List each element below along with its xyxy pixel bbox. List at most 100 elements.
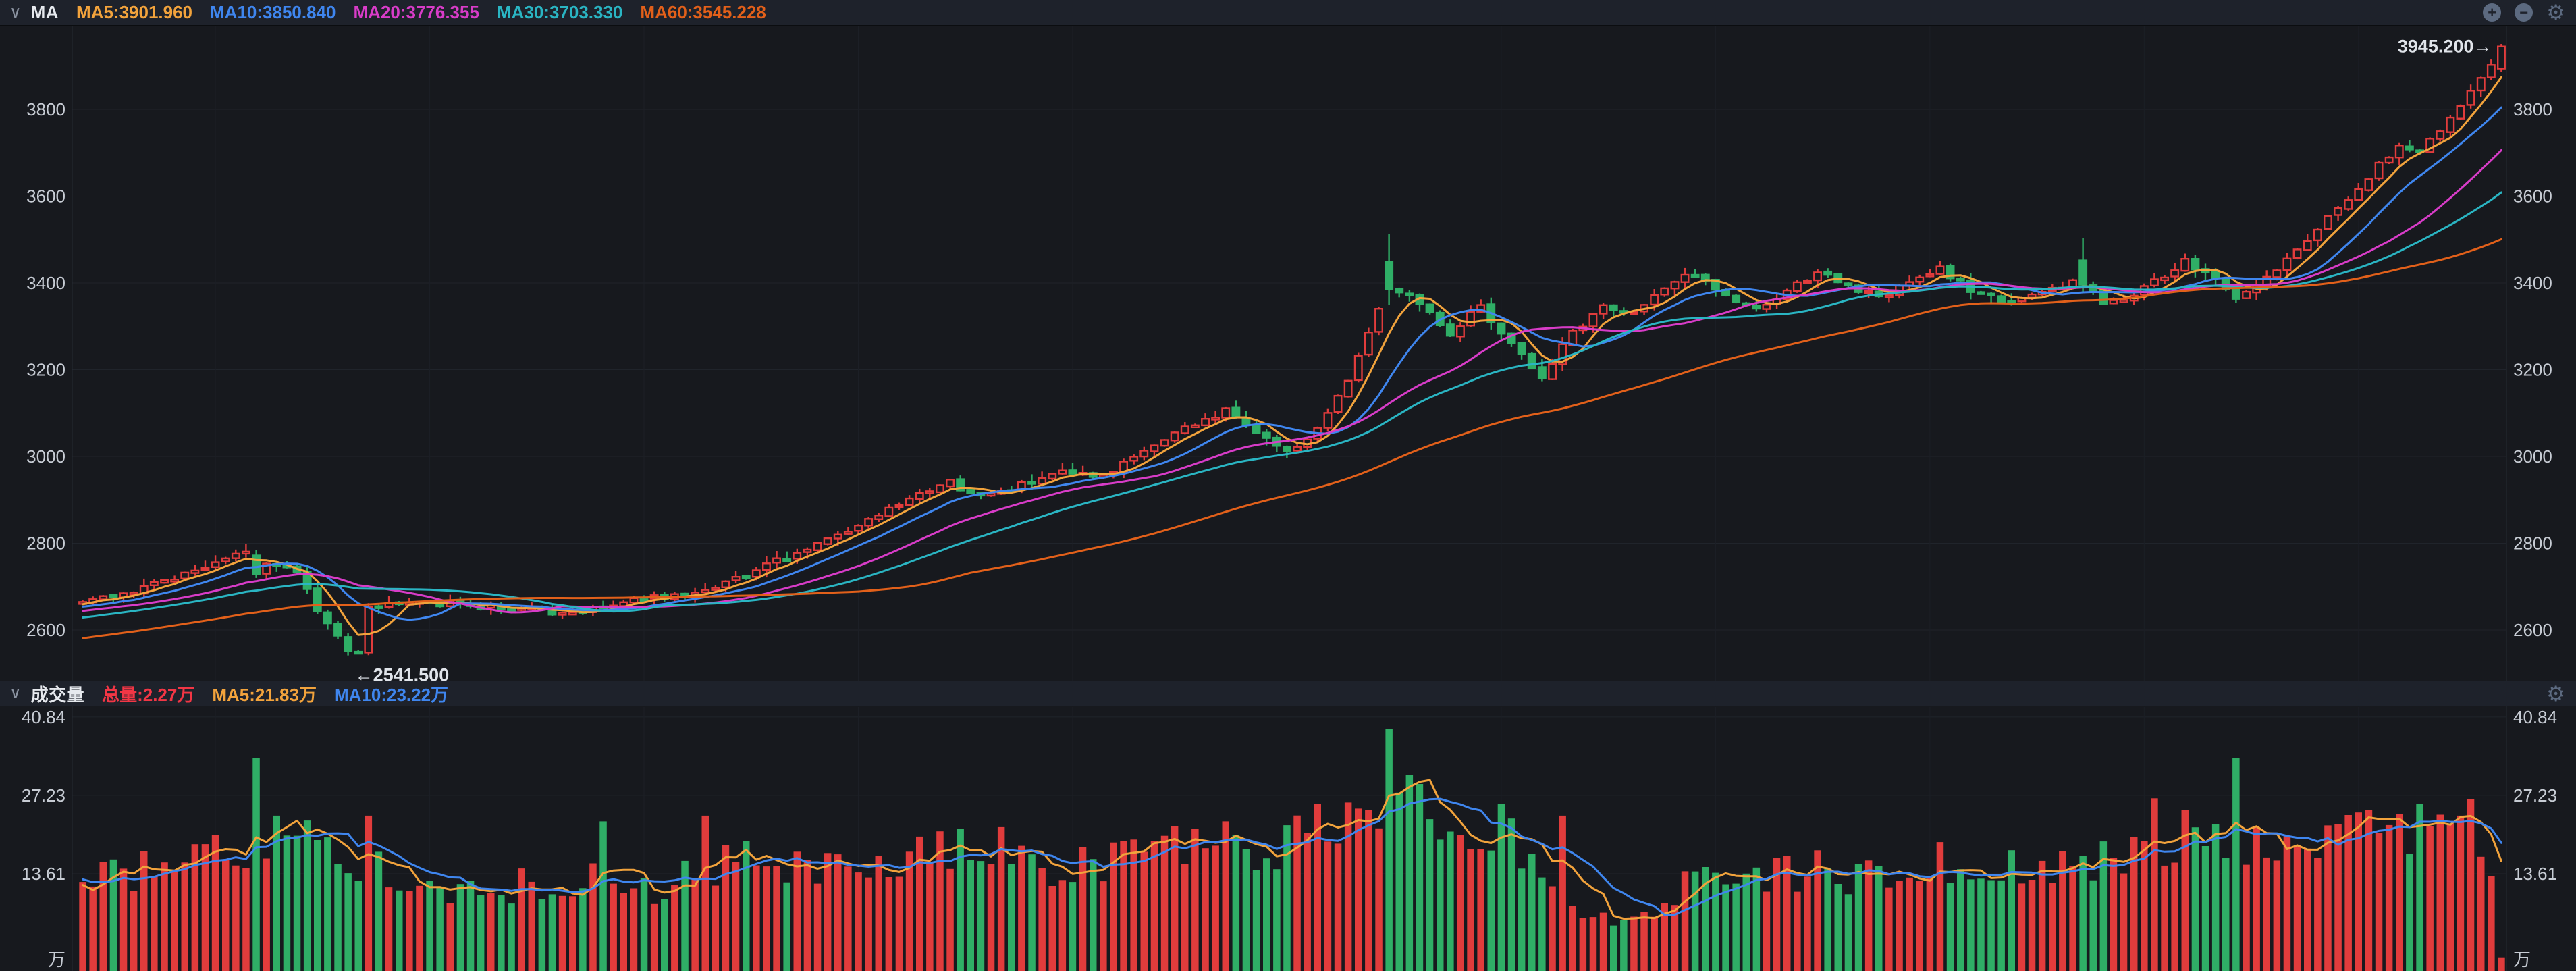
volume-bar: [1395, 792, 1403, 971]
volume-pane-plot-area[interactable]: [72, 707, 2506, 971]
volume-bar: [926, 862, 934, 971]
ma-lines-layer: [82, 76, 2502, 639]
volume-bar: [1018, 845, 1025, 971]
price-axis-tick: 3600: [26, 186, 65, 207]
volume-bar: [916, 836, 923, 971]
volume-bar: [508, 903, 515, 971]
volume-bar: [1385, 729, 1393, 971]
volume-bar: [2089, 880, 2097, 971]
indicator-title[interactable]: MA: [30, 2, 59, 22]
ma60-line: [82, 238, 2502, 639]
volume-bar: [630, 888, 638, 971]
candle-up: [1211, 417, 1220, 421]
price-axis-tick: 2800: [2513, 533, 2552, 554]
volume-bar: [191, 844, 199, 971]
volume-bar: [1712, 872, 1719, 971]
settings-gear-icon[interactable]: ⚙: [2546, 1, 2565, 24]
volume-bar: [2079, 856, 2087, 971]
volume-bar: [2028, 880, 2036, 971]
volume-bar: [2426, 826, 2434, 971]
volume-bar: [824, 853, 832, 971]
candle-up: [1884, 294, 1894, 298]
price-axis-left-scale[interactable]: 3800 3600 3400 3200 3000 2800 2600: [26, 99, 65, 640]
volume-bar: [967, 860, 974, 971]
price-axis-right-scale[interactable]: 3800 3600 3400 3200 3000 2800 2600: [2513, 99, 2552, 640]
volume-bar: [222, 860, 230, 971]
volume-bar: [753, 865, 760, 971]
volume-bar: [1447, 831, 1454, 971]
volume-bar: [599, 821, 607, 971]
candle-up: [2425, 138, 2435, 153]
volume-bar: [375, 851, 383, 971]
candle-up: [803, 548, 812, 553]
volume-bar: [1355, 808, 1362, 971]
volume-axis-tick: 27.23: [2513, 785, 2557, 806]
volume-bar: [2211, 824, 2220, 971]
volume-bar: [2498, 957, 2505, 971]
volume-bar: [1058, 880, 1067, 971]
volume-bar: [2293, 845, 2301, 971]
candle-up: [1466, 311, 1476, 327]
settings-gear-icon[interactable]: ⚙: [2546, 681, 2565, 706]
candle-down: [1027, 481, 1037, 485]
candle-up: [772, 557, 782, 564]
ma10-legend: MA10:3850.840: [210, 2, 336, 22]
zoom-out-button[interactable]: −: [2515, 3, 2533, 22]
zoom-in-button[interactable]: +: [2483, 3, 2502, 22]
candle-up: [2303, 240, 2312, 251]
candle-up: [568, 612, 577, 616]
candle-up: [2344, 199, 2353, 210]
candle-up: [1915, 276, 1925, 283]
price-pane-plot-area[interactable]: [72, 26, 2506, 681]
chevron-down-icon[interactable]: ∨: [9, 3, 22, 22]
volume-bar: [793, 851, 801, 971]
volume-axis-right-scale[interactable]: 40.84 27.23 13.61 万: [2513, 707, 2557, 970]
price-axis-tick: 3000: [26, 446, 65, 467]
volume-bar: [2263, 857, 2270, 971]
ma30-line: [82, 191, 2502, 619]
volume-bar: [344, 873, 352, 971]
volume-bar: [1222, 821, 1229, 971]
volume-bar: [671, 885, 678, 971]
candle-down: [2191, 258, 2200, 271]
candle-up: [946, 479, 955, 488]
volume-pane-title[interactable]: 成交量: [30, 684, 85, 705]
volume-bar: [1365, 810, 1372, 971]
volume-bar: [2120, 873, 2128, 971]
volume-bar: [844, 866, 852, 971]
volume-bar: [1610, 925, 1617, 971]
volume-bar: [119, 868, 128, 971]
volume-axis-left-scale[interactable]: 40.84 27.23 13.61 万: [22, 707, 65, 970]
candle-up: [1813, 271, 1823, 282]
volume-bar: [181, 862, 188, 971]
volume-bar: [1426, 819, 1434, 971]
candle-down: [1537, 366, 1547, 379]
volume-bar: [2283, 836, 2291, 971]
chevron-down-icon[interactable]: ∨: [9, 684, 22, 702]
candle-up: [2149, 278, 2159, 287]
candle-up: [884, 506, 894, 517]
candle-up: [2334, 207, 2343, 216]
candle-down: [741, 575, 751, 579]
price-axis-tick: 2600: [26, 620, 65, 640]
volume-bar: [2477, 856, 2485, 971]
candle-down: [1507, 332, 1516, 344]
volume-bar: [977, 861, 985, 971]
volume-bar: [1916, 881, 1923, 971]
candle-down: [1976, 291, 1985, 295]
volume-bar: [1130, 839, 1137, 971]
volume-bar: [701, 815, 709, 971]
candle-up: [2394, 145, 2404, 159]
price-axis-tick: 3000: [2513, 446, 2552, 467]
volume-bar: [99, 862, 107, 971]
volume-bar: [905, 851, 913, 971]
candle-up: [1293, 446, 1302, 452]
candle-down: [966, 489, 975, 494]
volume-bar: [2446, 824, 2454, 971]
candle-up: [2364, 178, 2373, 191]
candle-up: [2466, 90, 2475, 106]
volume-bar: [2171, 862, 2178, 971]
price-axis-tick: 3400: [2513, 273, 2552, 293]
volume-bar: [1814, 850, 1821, 971]
